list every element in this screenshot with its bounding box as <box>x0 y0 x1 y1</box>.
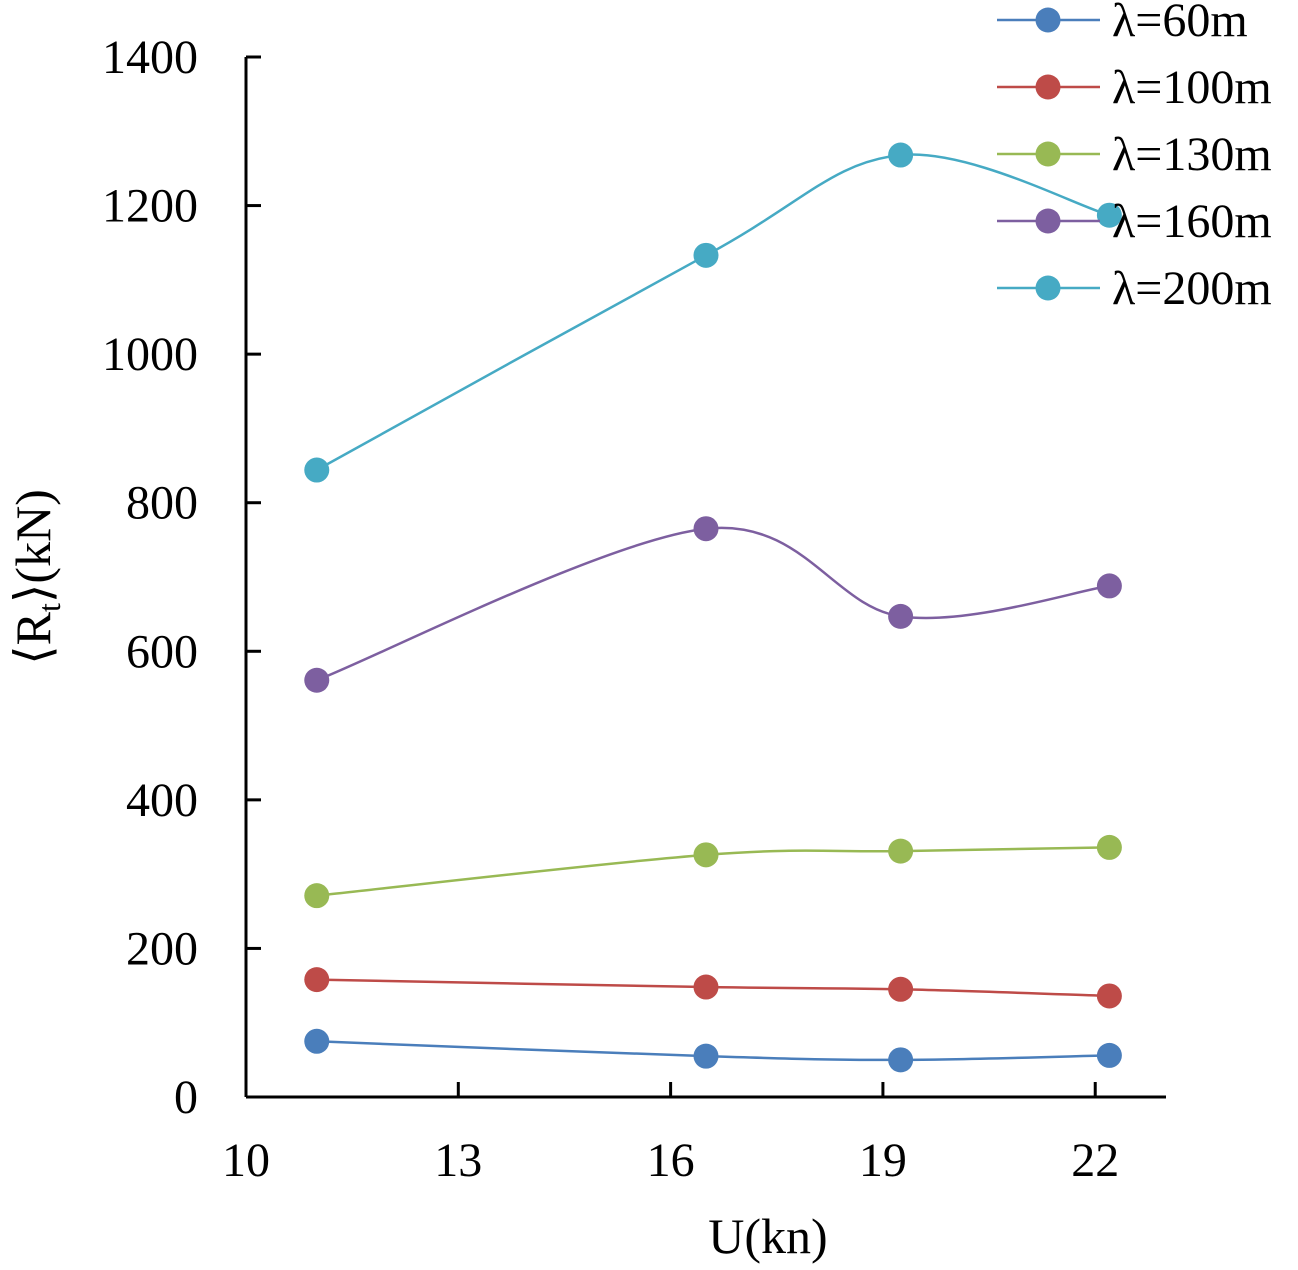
series-4 <box>304 142 1122 483</box>
legend-marker <box>1035 74 1061 100</box>
legend-label: λ=130m <box>1112 128 1272 181</box>
legend-item: λ=160m <box>997 195 1272 248</box>
data-point <box>304 457 330 483</box>
legend-label: λ=60m <box>1112 0 1248 47</box>
data-point <box>693 974 719 1000</box>
y-tick-label: 400 <box>126 774 198 827</box>
data-point <box>304 883 330 909</box>
y-tick-label: 800 <box>126 477 198 530</box>
legend-item: λ=60m <box>997 0 1248 47</box>
data-point <box>693 1043 719 1069</box>
legend-label: λ=100m <box>1112 61 1272 114</box>
data-point <box>304 1028 330 1054</box>
x-ticks: 10 13 16 19 22 <box>222 1082 1119 1187</box>
data-point <box>1096 1042 1122 1068</box>
x-tick-label: 13 <box>434 1134 482 1187</box>
y-axis-title: ⟨Rt⟩(kN) <box>5 489 67 665</box>
x-axis-title: U(kn) <box>708 1208 827 1264</box>
legend-marker <box>1035 7 1061 33</box>
data-point <box>888 142 914 168</box>
x-tick-label: 22 <box>1071 1134 1119 1187</box>
y-axis-title-subscript: t <box>31 603 67 612</box>
legend-marker <box>1035 141 1061 167</box>
series-2 <box>304 834 1122 909</box>
x-tick-label: 19 <box>859 1134 907 1187</box>
data-point <box>693 516 719 542</box>
series-line <box>316 978 1110 998</box>
y-axis-title-unit: ⟩(kN) <box>5 489 61 603</box>
series-line <box>316 1040 1110 1062</box>
data-point <box>1096 834 1122 860</box>
legend-label: λ=160m <box>1112 195 1272 248</box>
series-line <box>316 153 1110 472</box>
legend-marker <box>1035 275 1061 301</box>
data-point <box>888 1047 914 1073</box>
series-line <box>316 846 1110 897</box>
axes <box>244 57 1166 1099</box>
data-point <box>1096 202 1122 228</box>
data-point <box>1096 573 1122 599</box>
y-tick-label: 200 <box>126 922 198 975</box>
legend-marker <box>1035 208 1061 234</box>
data-point <box>304 967 330 993</box>
y-tick-label: 1200 <box>102 180 198 233</box>
y-axis-title-main: ⟨R <box>5 611 61 665</box>
data-point <box>693 242 719 268</box>
y-tick-label: 600 <box>126 625 198 678</box>
series-1 <box>304 967 1122 1009</box>
y-tick-label: 1400 <box>102 31 198 84</box>
y-tick-label: 1000 <box>102 328 198 381</box>
x-tick-label: 16 <box>647 1134 695 1187</box>
data-point <box>888 976 914 1002</box>
series-line <box>316 526 1110 682</box>
y-tick-label: 0 <box>174 1071 198 1124</box>
legend: λ=60m λ=100m λ=130m λ=160m λ=200m <box>997 0 1272 315</box>
data-point <box>888 838 914 864</box>
data-point <box>888 603 914 629</box>
legend-item: λ=100m <box>997 61 1272 114</box>
data-point <box>1096 983 1122 1009</box>
legend-item: λ=200m <box>997 262 1272 315</box>
legend-label: λ=200m <box>1112 262 1272 315</box>
legend-item: λ=130m <box>997 128 1272 181</box>
series-group <box>304 142 1122 1073</box>
series-0 <box>304 1028 1122 1073</box>
y-ticks: 0 200 400 600 800 1000 1200 1400 <box>102 31 261 1124</box>
data-point <box>693 842 719 868</box>
x-tick-label: 10 <box>222 1134 270 1187</box>
data-point <box>304 667 330 693</box>
series-3 <box>304 516 1122 693</box>
